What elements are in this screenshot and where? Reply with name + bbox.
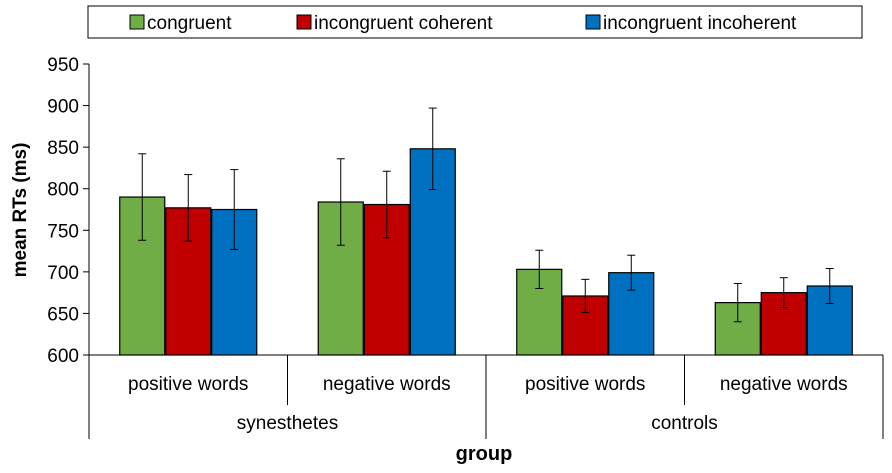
legend-swatch bbox=[585, 14, 601, 30]
legend-label: congruent bbox=[147, 13, 232, 34]
legend-swatch bbox=[129, 14, 145, 30]
category-label: negative words bbox=[323, 374, 451, 395]
category-labels: positive words negative words positive wor… bbox=[128, 374, 848, 395]
legend-label: incongruent coherent bbox=[314, 13, 493, 34]
category-label: positive words bbox=[128, 374, 248, 395]
group-label: controls bbox=[651, 413, 718, 434]
error-bars bbox=[138, 107, 834, 323]
y-tick-label: 800 bbox=[47, 180, 79, 201]
group-label: synesthetes bbox=[237, 413, 338, 434]
legend-frame bbox=[87, 5, 863, 39]
x-axis-label: group bbox=[456, 443, 513, 465]
axes bbox=[88, 64, 884, 439]
y-axis-label: mean RTs (ms) bbox=[10, 143, 31, 278]
category-label: negative words bbox=[720, 374, 848, 395]
y-axis: 600 650 700 750 800 850 900 950 bbox=[47, 55, 89, 367]
legend-swatch bbox=[296, 14, 312, 30]
group-labels: synesthetes controls bbox=[237, 413, 718, 434]
y-tick-label: 700 bbox=[47, 263, 79, 284]
y-tick-label: 750 bbox=[47, 221, 79, 242]
legend-label: incongruent incoherent bbox=[603, 13, 797, 34]
legend: congruent incongruent coherent incongruent… bbox=[87, 5, 863, 39]
y-tick-label: 900 bbox=[47, 97, 79, 118]
bars bbox=[119, 148, 853, 356]
y-tick-label: 850 bbox=[47, 138, 79, 159]
y-tick-label: 650 bbox=[47, 304, 79, 325]
category-label: positive words bbox=[525, 374, 645, 395]
y-tick-label: 950 bbox=[47, 55, 79, 76]
y-tick-label: 600 bbox=[47, 346, 79, 367]
